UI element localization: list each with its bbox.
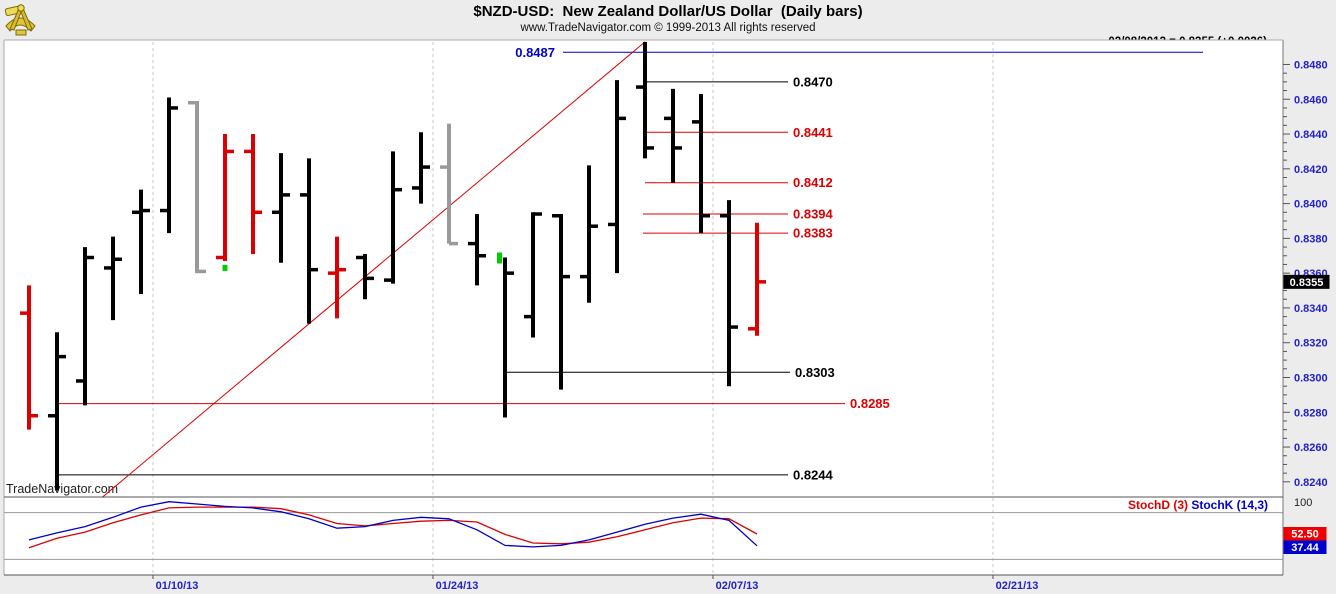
price-axis-label: 0.8440	[1294, 129, 1328, 141]
price-axis-label: 0.8400	[1294, 199, 1328, 211]
open-tick-green	[497, 252, 502, 264]
watermark: TradeNavigator.com	[6, 482, 118, 496]
price-axis-label: 0.8320	[1294, 338, 1328, 350]
last-price-value: 0.8355	[1290, 277, 1324, 289]
price-level-label: 0.8244	[793, 467, 834, 482]
stochk-legend-label: StochK (14,3)	[1191, 498, 1268, 512]
stochd-value: 52.50	[1291, 529, 1319, 541]
stochk-value: 37.44	[1291, 542, 1319, 554]
price-level-label: 0.8470	[793, 74, 833, 89]
stochk-line	[28, 501, 758, 548]
price-axis-label: 0.8380	[1294, 233, 1328, 245]
tradenavigator-logo-icon	[2, 2, 40, 38]
price-axis-label: 0.8480	[1294, 59, 1328, 71]
price-axis-label: 0.8280	[1294, 407, 1328, 419]
date-axis-label: 02/21/13	[996, 580, 1039, 592]
stochastic-panel-background	[4, 497, 1283, 575]
stochd-value-box	[1283, 527, 1327, 541]
price-level-label: 0.8383	[793, 226, 833, 241]
price-axis-label: 0.8420	[1294, 164, 1328, 176]
date-axis-label: 01/10/13	[156, 580, 199, 592]
green-marker-dot	[222, 264, 228, 271]
chart-title: $NZD-USD: New Zealand Dollar/US Dollar (…	[473, 3, 863, 20]
trendline	[101, 41, 646, 498]
price-axis-label: 0.8460	[1294, 94, 1328, 106]
date-axis-label: 01/24/13	[436, 580, 479, 592]
stochd-line	[28, 506, 758, 549]
chart-subtitle: www.TradeNavigator.com © 1999-2013 All r…	[520, 22, 816, 34]
last-price-box	[1283, 274, 1330, 289]
stochk-value-box	[1283, 540, 1327, 554]
price-level-label: 0.8412	[793, 175, 833, 190]
price-level-label: 0.8394	[793, 207, 834, 222]
price-axis-label: 0.8300	[1294, 372, 1328, 384]
price-axis-label: 0.8240	[1294, 477, 1328, 489]
price-level-label: 0.8303	[795, 365, 835, 380]
price-level-label: 0.8487	[515, 45, 555, 60]
stochd-legend-label: StochD (3)	[1128, 498, 1188, 512]
price-axis-label: 0.8260	[1294, 442, 1328, 454]
stochastic-scale-top-label: 100	[1294, 497, 1312, 509]
date-axis-label: 02/07/13	[716, 580, 759, 592]
price-level-label: 0.8441	[793, 125, 833, 140]
price-axis-label: 0.8340	[1294, 303, 1328, 315]
price-level-label: 0.8285	[850, 396, 890, 411]
